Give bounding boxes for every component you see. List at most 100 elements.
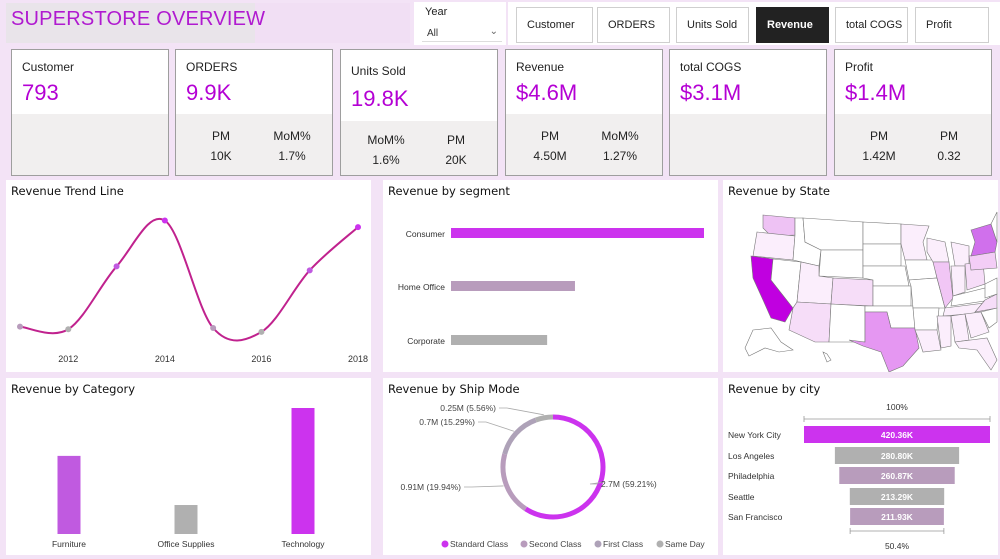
map-state-virginia	[984, 277, 998, 299]
legend-label: Same Day	[665, 539, 705, 549]
category-label: San Francisco	[728, 512, 783, 522]
map-state-wisconsin	[926, 237, 950, 263]
kpi-label: Units Sold	[351, 64, 406, 78]
category-column-chart: Furniture Office Supplies Technology	[52, 408, 325, 549]
year-slicer-label: Year	[425, 6, 448, 18]
nav-button-orders[interactable]: ORDERS	[597, 7, 670, 43]
panel-revenue-by-city: Revenue by city 100% New York City 420.36K…	[723, 378, 998, 555]
funnel-bar	[839, 467, 955, 484]
map-state-illinois	[932, 261, 954, 309]
kpi-label: total COGS	[680, 60, 742, 74]
panel-title: Revenue by State	[728, 184, 830, 198]
x-tick-label: 2016	[251, 354, 271, 364]
title-bar	[6, 3, 260, 43]
category-bar	[174, 505, 198, 534]
segment-bar	[451, 335, 548, 345]
segment-bar	[451, 228, 704, 238]
map-state-florida	[954, 337, 998, 371]
kpi-card-customer: Customer 793	[11, 49, 169, 176]
map-state-minnesota	[900, 223, 930, 261]
trend-point	[65, 326, 72, 333]
data-label: 0.7M (15.29%)	[419, 417, 475, 427]
legend-marker	[656, 540, 664, 548]
category-label: Consumer	[406, 229, 445, 239]
x-tick-label: Furniture	[52, 539, 86, 549]
year-dropdown-value: All	[427, 28, 439, 39]
kpi-sub-label: MoM%	[367, 133, 405, 147]
panel-revenue-by-segment: Revenue by segment Consumer Home Office Co…	[383, 180, 718, 372]
kpi-label: Profit	[845, 60, 874, 74]
nav-button-profit[interactable]: Profit	[915, 7, 989, 43]
kpi-sub-label: PM	[940, 129, 958, 143]
kpi-label: Customer	[22, 60, 75, 74]
trend-point	[113, 263, 120, 270]
panel-revenue-by-category: Revenue by Category Furniture Office Supp…	[6, 378, 371, 555]
kpi-value: 793	[22, 80, 59, 105]
donut-slice	[500, 453, 528, 511]
kpi-value: $3.1M	[680, 80, 742, 105]
kpi-sub-label: PM	[447, 133, 465, 147]
leader-line	[464, 485, 504, 488]
kpi-sub-metric: PM 4.50M	[520, 126, 580, 166]
kpi-card-units-sold: Units Sold 19.8K MoM% 1.6% PM 20K	[340, 49, 498, 176]
kpi-card-revenue: Revenue $4.6M PM 4.50M MoM% 1.27%	[505, 49, 663, 176]
us-state-map[interactable]	[723, 180, 998, 372]
panel-title: Revenue by Ship Mode	[388, 382, 520, 396]
funnel-bar	[834, 447, 960, 464]
map-state-new-mexico	[828, 303, 866, 343]
funnel-value-label: 260.87K	[881, 471, 914, 481]
kpi-sub-value: 1.6%	[372, 153, 400, 167]
kpi-sub-value: 1.27%	[602, 149, 638, 163]
category-label: Home Office	[398, 282, 445, 292]
metric-nav: Customer ORDERS Units Sold Revenue total…	[508, 2, 1000, 45]
x-tick-label: Technology	[281, 539, 325, 549]
kpi-sub-metric: MoM% 1.6%	[356, 130, 416, 170]
kpi-sub-value: 10K	[210, 149, 232, 163]
map-state-alaska	[744, 327, 794, 357]
year-dropdown[interactable]: All ⌄	[422, 26, 502, 42]
category-label: New York City	[728, 430, 782, 440]
legend-marker	[441, 540, 449, 548]
category-label: Corporate	[407, 336, 445, 346]
category-label: Los Angeles	[728, 451, 774, 461]
map-state-north-carolina	[974, 293, 998, 313]
map-state-kansas	[872, 285, 912, 307]
kpi-sub-metric: MoM% 1.7%	[262, 126, 322, 166]
chevron-down-icon: ⌄	[489, 26, 498, 37]
kpi-sub-metric: MoM% 1.27%	[590, 126, 650, 166]
kpi-sub-value: 1.42M	[862, 149, 896, 163]
kpi-sub-value: 0.32	[937, 149, 961, 163]
kpi-sub-label: PM	[870, 129, 888, 143]
kpi-sub-label: PM	[212, 129, 230, 143]
legend-marker	[520, 540, 528, 548]
kpi-label: ORDERS	[186, 60, 238, 74]
legend-marker	[594, 540, 602, 548]
map-state-montana	[802, 217, 864, 251]
city-funnel-chart: 100% New York City 420.36K Los Angeles 280.8…	[728, 402, 991, 551]
x-tick-label: 2012	[58, 354, 78, 364]
nav-button-total-cogs[interactable]: total COGS	[835, 7, 908, 43]
data-label: 2.7M (59.21%)	[601, 479, 657, 489]
nav-button-revenue[interactable]: Revenue	[756, 7, 829, 43]
nav-button-customer[interactable]: Customer	[516, 7, 593, 43]
funnel-bar	[849, 488, 945, 505]
kpi-sub-label: PM	[541, 129, 559, 143]
map-state-hawaii	[822, 351, 832, 363]
map-state-arkansas	[912, 307, 940, 331]
map-state-wyoming	[818, 249, 864, 279]
funnel-value-label: 420.36K	[881, 430, 914, 440]
trend-point	[306, 267, 313, 274]
map-state-michigan	[950, 241, 970, 267]
trend-point	[210, 324, 217, 331]
data-label: 0.25M (5.56%)	[440, 403, 496, 413]
trend-point	[258, 328, 265, 335]
kpi-value: $1.4M	[845, 80, 907, 105]
funnel-bar	[850, 508, 944, 525]
kpi-sub-value: 1.7%	[278, 149, 306, 163]
x-tick-label: Office Supplies	[157, 539, 214, 549]
donut-slice	[535, 414, 554, 423]
nav-button-units-sold[interactable]: Units Sold	[676, 7, 749, 43]
title-bar-accent	[255, 3, 410, 43]
map-state-oregon	[752, 231, 796, 261]
kpi-value: $4.6M	[516, 80, 578, 105]
